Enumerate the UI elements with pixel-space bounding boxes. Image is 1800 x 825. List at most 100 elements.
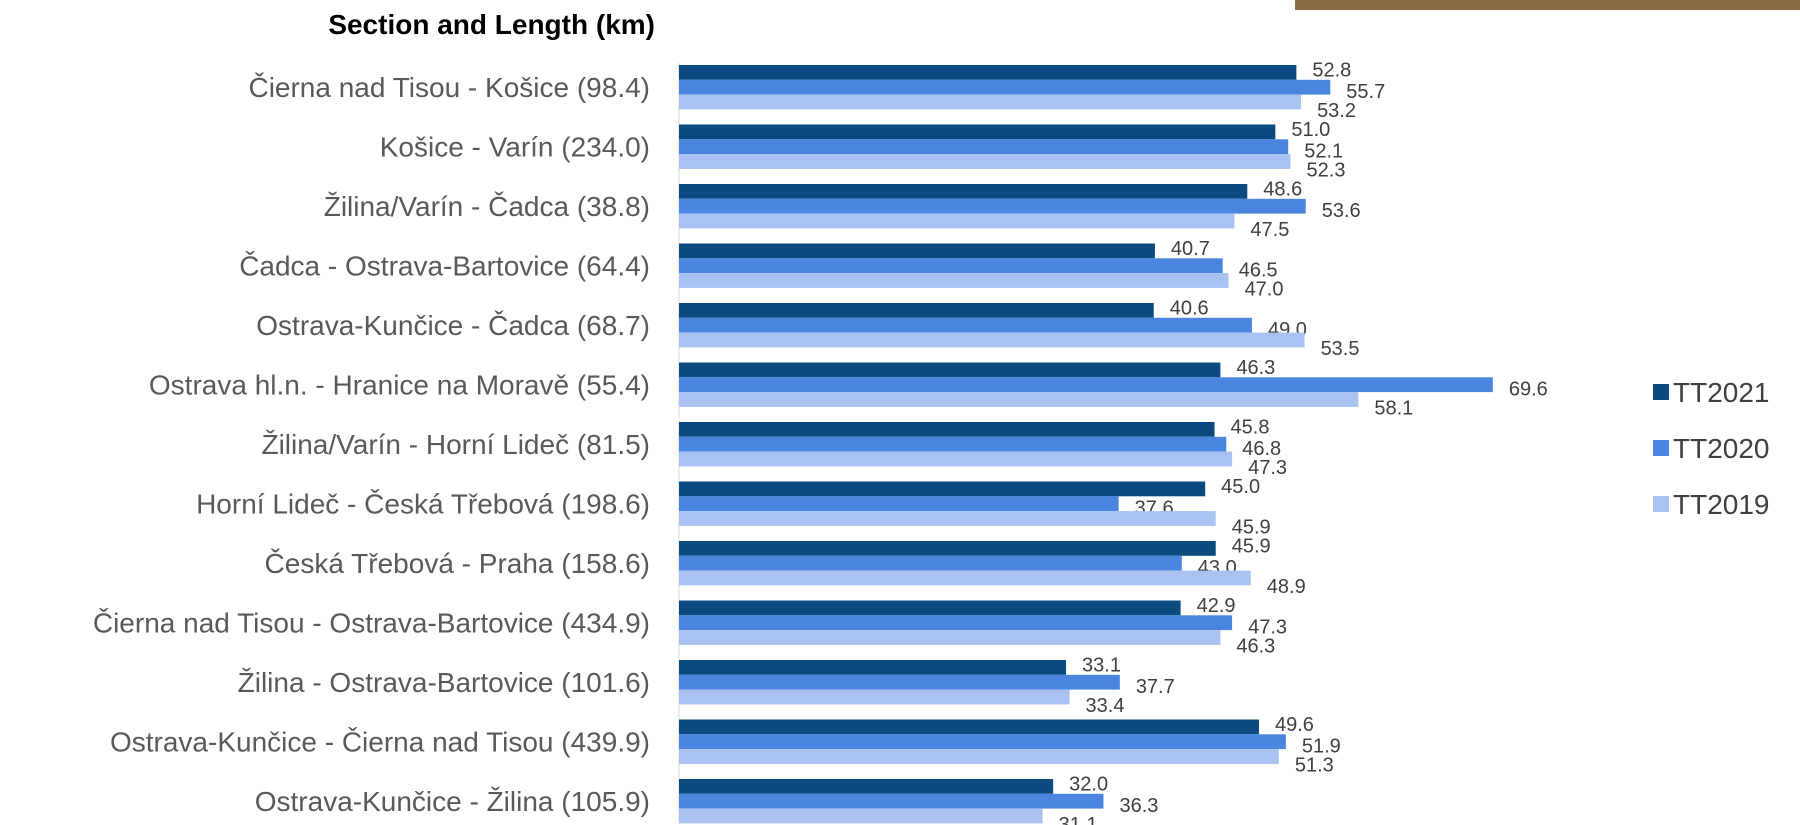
plot-area: Čierna nad Tisou - Košice (98.4) 52.855.7… [93,59,1548,825]
value-label: 51.0 [1291,119,1330,141]
value-label: 31.1 [1059,814,1098,825]
value-label: 40.7 [1171,238,1210,260]
value-label: 58.1 [1374,398,1413,420]
legend-swatch-tt2019 [1653,496,1669,512]
bar-tt2019 [679,630,1221,645]
bar-tt2020 [679,198,1306,214]
value-label: 42.9 [1197,595,1236,617]
decorative-banner [1295,0,1800,10]
value-label: 48.6 [1263,178,1302,200]
value-label: 36.3 [1119,795,1158,817]
value-label: 47.0 [1245,279,1284,301]
axis-heading: Section and Length (km) [328,9,655,40]
legend-swatch-tt2021 [1653,384,1669,400]
category-label: Ostrava-Kunčice - Čadca (68.7) [256,310,650,341]
value-label: 46.8 [1242,438,1281,460]
bar-tt2019 [679,511,1216,526]
bar-tt2019 [679,332,1305,348]
value-label: 47.5 [1250,219,1289,241]
bar-tt2021 [679,362,1221,378]
bar-tt2020 [679,436,1227,452]
value-label: 52.1 [1304,141,1343,163]
value-label: 51.3 [1295,755,1334,777]
value-label: 55.7 [1346,81,1385,103]
category-group: Horní Lideč - Česká Třebová (198.6)45.03… [196,476,1271,539]
value-label: 53.6 [1322,200,1361,222]
bar-tt2021 [679,481,1206,497]
value-label: 40.6 [1170,297,1209,319]
category-group: Ostrava-Kunčice - Čadca (68.7)40.649.053… [256,297,1359,360]
bar-tt2020 [679,79,1331,95]
category-label: Čadca - Ostrava-Bartovice (64.4) [239,251,650,282]
legend-swatch-tt2020 [1653,440,1669,456]
value-label: 46.5 [1239,260,1278,282]
bar-tt2021 [679,303,1154,318]
legend-label: TT2020 [1673,433,1770,464]
value-label: 46.3 [1236,636,1275,658]
bar-tt2019 [679,570,1251,586]
value-label: 45.9 [1232,517,1271,539]
category-group: Košice - Varín (234.0) 51.052.152.3 [380,119,1346,182]
bar-tt2021 [679,65,1297,80]
legend-label: TT2019 [1673,489,1770,520]
category-label: Česká Třebová - Praha (158.6) [265,548,650,579]
bar-tt2020 [679,377,1493,393]
category-group: Žilina/Varín - Horní Lideč (81.5) 45.846.… [261,416,1287,479]
value-label: 53.2 [1317,100,1356,122]
value-label: 69.6 [1509,379,1548,401]
bar-tt2021 [679,660,1067,675]
bar-tt2020 [679,793,1104,809]
bar-tt2020 [679,139,1289,155]
bar-tt2020 [679,615,1233,631]
category-label: Žilina/Varín - Čadca (38.8) [324,191,650,222]
category-label: Košice - Varín (234.0) [380,132,650,163]
category-label: Žilina - Ostrava-Bartovice (101.6) [238,667,650,698]
category-group: Ostrava-Kunčice - Žilina (105.9) 32.0 36.3… [255,773,1159,825]
bar-tt2019 [679,689,1070,705]
value-label: 33.4 [1086,695,1125,717]
bar-tt2019 [679,154,1291,169]
category-group: Čierna nad Tisou - Košice (98.4) 52.855.7… [248,59,1385,122]
bar-tt2019 [679,749,1279,764]
bar-tt2020 [679,674,1120,690]
value-label: 33.1 [1082,654,1121,676]
bar-tt2020 [679,258,1223,274]
legend-label: TT2021 [1673,377,1770,408]
value-label: 45.0 [1221,476,1260,498]
bar-tt2021 [679,422,1215,437]
value-label: 46.3 [1236,357,1275,379]
bar-tt2021 [679,719,1259,735]
category-label: Ostrava-Kunčice - Žilina (105.9) [255,786,650,817]
bar-tt2021 [679,124,1276,140]
category-group: Čadca - Ostrava-Bartovice (64.4) 40.7 46.5… [239,238,1283,301]
bar-tt2019 [679,392,1359,407]
value-label: 37.7 [1136,676,1175,698]
category-group: Žilina - Ostrava-Bartovice (101.6) 33.1 37… [238,654,1175,717]
bar-tt2019 [679,94,1302,110]
bar-tt2021 [679,243,1155,259]
bar-tt2019 [679,273,1229,288]
value-label: 47.3 [1248,457,1287,479]
category-group: Čierna nad Tisou - Ostrava-Bartovice (43… [93,595,1287,658]
value-label: 32.0 [1069,773,1108,795]
category-group: Ostrava-Kunčice - Čierna nad Tisou (439.… [110,714,1341,777]
category-label: Horní Lideč - Česká Třebová (198.6) [196,489,650,520]
bar-tt2021 [679,184,1248,199]
bar-tt2020 [679,496,1119,512]
category-label: Žilina/Varín - Horní Lideč (81.5) [261,429,650,460]
value-label: 52.8 [1312,59,1351,81]
category-label: Ostrava-Kunčice - Čierna nad Tisou (439.… [110,727,650,758]
legend: TT2021 TT2020 TT2019 [1653,377,1770,520]
category-group: Žilina/Varín - Čadca (38.8) 48.6 53.6 47.5 [324,178,1361,241]
category-group: Ostrava hl.n. - Hranice na Moravě (55.4)… [149,357,1548,420]
bar-tt2019 [679,451,1233,467]
value-label: 53.5 [1321,338,1360,360]
value-label: 48.9 [1267,576,1306,598]
category-label: Ostrava hl.n. - Hranice na Moravě (55.4) [149,370,650,401]
bar-tt2020 [679,555,1182,571]
value-label: 45.9 [1232,535,1271,557]
bar-tt2019 [679,213,1235,229]
value-label: 52.3 [1307,160,1346,182]
category-label: Čierna nad Tisou - Ostrava-Bartovice (43… [93,608,650,639]
